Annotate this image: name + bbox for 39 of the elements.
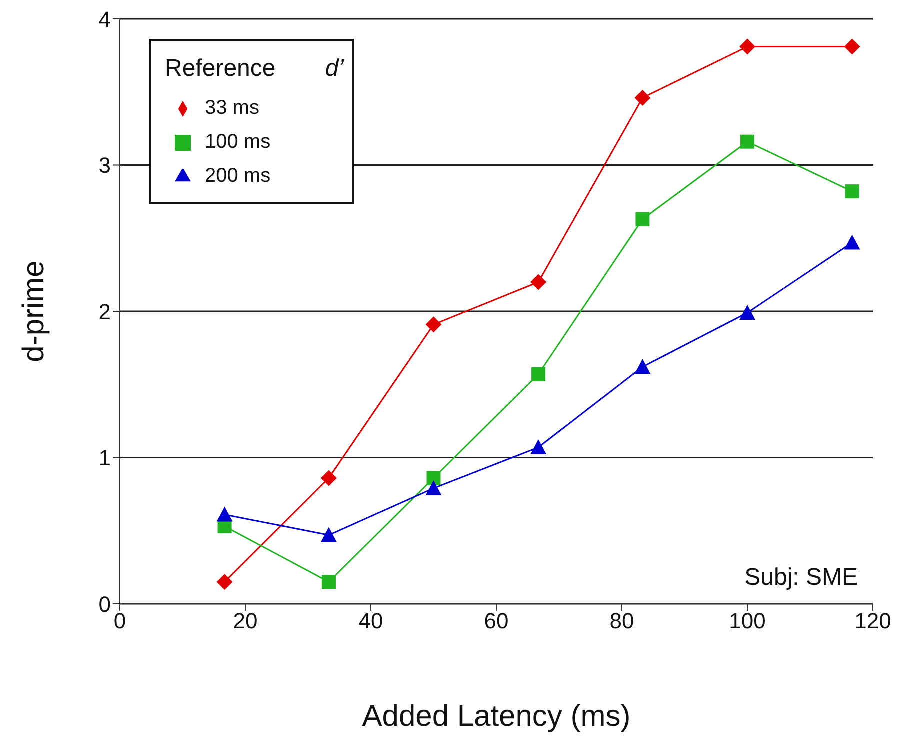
point [634,359,651,374]
y-tick-label: 4 [98,6,111,32]
x-axis-title: Added Latency (ms) [362,700,631,733]
point [530,274,547,290]
point [740,304,756,320]
x-tick-label: 100 [729,608,766,634]
x-tick-label: 120 [854,608,892,634]
point [320,470,337,486]
point [322,575,336,590]
annotation: Subj: SME [744,564,858,592]
point [216,574,233,590]
x-tick-label: 80 [610,608,634,634]
annotation: d’ [325,55,344,83]
point [844,38,860,55]
legend-title: Reference [165,55,276,83]
point [530,440,547,455]
point [845,184,860,199]
point [216,506,233,522]
y-axis-title: d-prime [18,260,51,362]
point [426,480,442,496]
y-tick-label: 2 [98,299,111,324]
y-tick-label: 3 [98,153,111,178]
point [636,212,650,226]
point [740,134,754,149]
point [320,527,337,542]
point [532,367,546,382]
y-tick-label: 0 [98,592,111,617]
legend-label: 200 ms [205,165,271,187]
point [844,234,860,250]
point [740,38,756,55]
legend-label: 33 ms [205,97,260,119]
point [426,471,441,486]
x-tick-label: 20 [233,608,258,634]
point [426,316,442,333]
x-tick-label: 60 [484,608,509,634]
x-tick-label: 40 [358,608,384,634]
y-tick-label: 1 [98,446,111,471]
legend-label: 100 ms [205,131,271,153]
point [634,90,651,106]
